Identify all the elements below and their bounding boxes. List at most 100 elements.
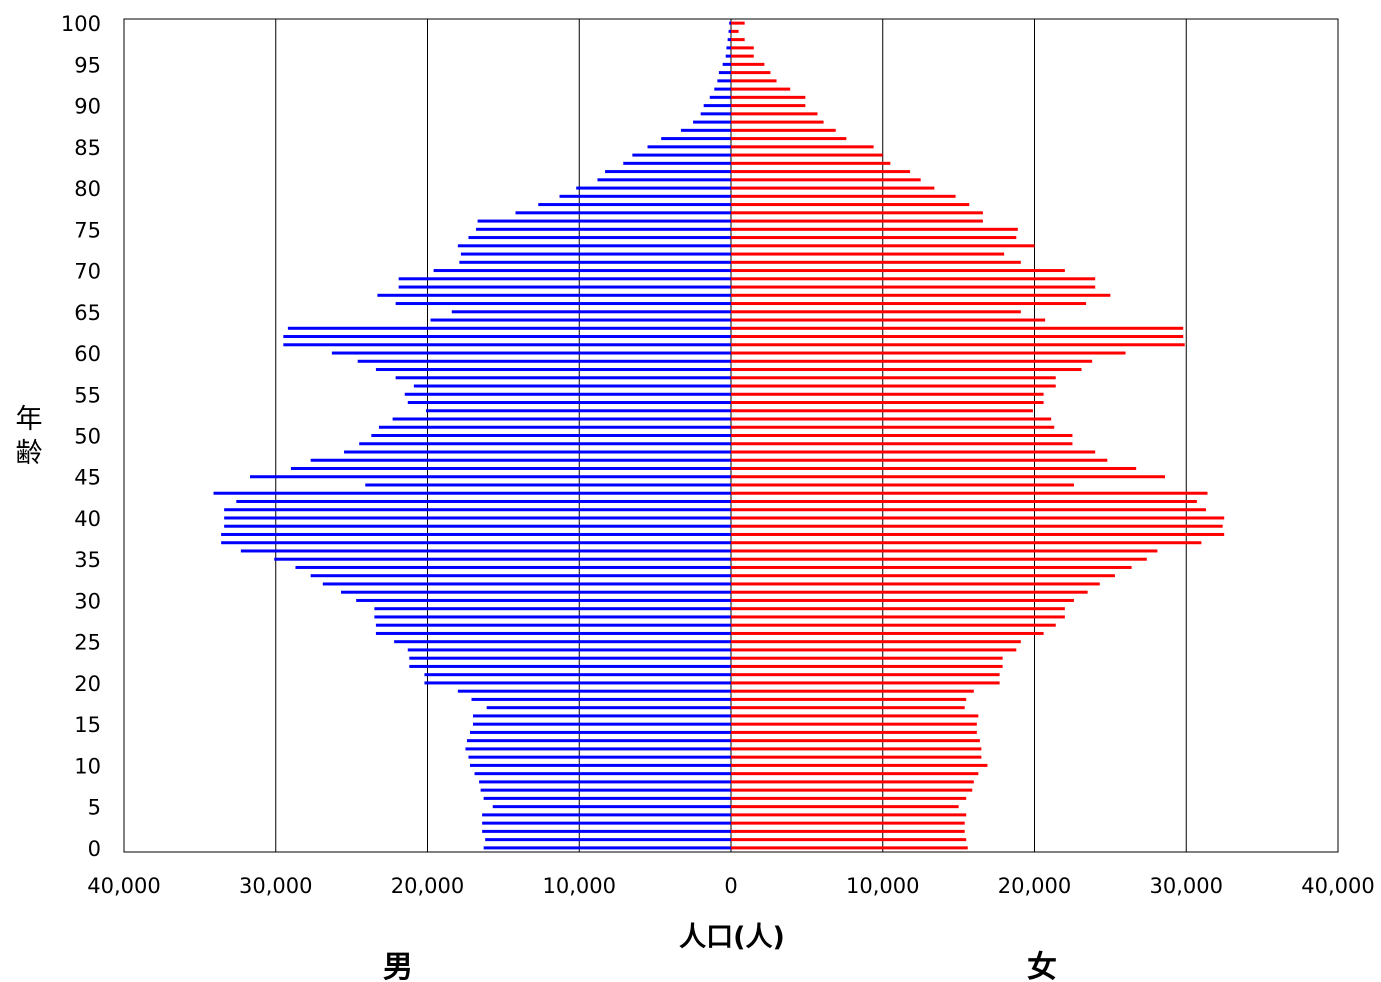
- female-bar-age-100: [731, 21, 745, 25]
- male-bar-age-34: [295, 565, 731, 569]
- y-tick-label: 85: [74, 136, 101, 160]
- male-bar-age-48: [344, 450, 731, 454]
- female-bar-age-49: [731, 442, 1073, 446]
- x-tick-label: 10,000: [543, 874, 616, 898]
- female-bar-age-32: [731, 582, 1100, 586]
- female-bar-age-23: [731, 656, 1003, 660]
- y-tick-label: 35: [74, 548, 101, 572]
- male-bar-age-85: [647, 145, 731, 149]
- x-tick-labels: 40,000 30,000 20,000 10,000 0 10,000 20,000 30,…: [87, 874, 1374, 898]
- female-bar-age-74: [731, 236, 1017, 240]
- male-bar-age-38: [221, 532, 731, 536]
- x-tick-label: 30,000: [1150, 874, 1223, 898]
- female-bar-age-48: [731, 450, 1096, 454]
- female-bar-age-86: [731, 137, 847, 141]
- y-axis-title-char: 年: [16, 404, 43, 435]
- female-bar-age-56: [731, 384, 1056, 388]
- x-tick-label: 30,000: [239, 874, 312, 898]
- male-bar-age-98: [727, 38, 731, 42]
- female-bar-age-33: [731, 574, 1115, 578]
- male-bar-age-94: [718, 71, 731, 75]
- male-bar-age-82: [605, 170, 731, 174]
- male-bar-age-17: [486, 706, 731, 710]
- female-bar-age-66: [731, 302, 1087, 306]
- female-bar-age-65: [731, 310, 1021, 314]
- male-bar-age-55: [404, 392, 731, 396]
- male-bar-age-5: [492, 805, 731, 809]
- y-tick-label: 65: [74, 301, 101, 325]
- y-tick-label: 55: [74, 383, 101, 407]
- male-label: 男: [383, 950, 413, 982]
- female-bar-age-54: [731, 401, 1044, 405]
- female-bar-age-90: [731, 104, 806, 108]
- male-bar-age-25: [394, 640, 731, 644]
- female-bar-age-19: [731, 689, 974, 693]
- female-bar-age-55: [731, 392, 1044, 396]
- male-bar-age-59: [357, 359, 731, 363]
- male-bar-age-60: [331, 351, 731, 355]
- female-bar-age-98: [731, 38, 745, 42]
- male-bar-age-89: [700, 112, 731, 116]
- y-tick-label: 95: [74, 53, 101, 77]
- female-label: 女: [1027, 950, 1057, 982]
- female-bar-age-52: [731, 417, 1052, 421]
- male-bar-age-75: [476, 227, 731, 231]
- female-bar-age-6: [731, 796, 967, 800]
- male-bar-age-97: [726, 46, 731, 50]
- male-bar-age-47: [310, 458, 731, 462]
- female-bar-age-1: [731, 838, 967, 842]
- male-bar-age-8: [479, 780, 731, 784]
- female-bar-age-53: [731, 409, 1033, 413]
- male-bar-age-63: [287, 326, 731, 330]
- y-tick-label: 25: [74, 631, 101, 655]
- male-bar-age-93: [717, 79, 731, 83]
- male-bar-age-16: [473, 714, 731, 718]
- male-bar-age-91: [709, 95, 731, 99]
- female-bar-age-71: [731, 260, 1021, 264]
- female-bar-age-70: [731, 269, 1065, 273]
- female-bar-age-45: [731, 475, 1166, 479]
- male-bar-age-95: [722, 62, 731, 66]
- male-bar-age-13: [466, 739, 731, 743]
- female-bar-age-83: [731, 161, 891, 165]
- female-bar-age-7: [731, 788, 973, 792]
- female-bar-age-38: [731, 532, 1225, 536]
- female-bar-age-94: [731, 71, 771, 75]
- x-tick-label: 20,000: [998, 874, 1071, 898]
- female-bar-age-88: [731, 120, 824, 124]
- female-bar-age-3: [731, 821, 965, 825]
- female-bar-age-26: [731, 631, 1044, 635]
- male-bar-age-41: [224, 508, 731, 512]
- male-bar-age-0: [483, 846, 731, 850]
- y-tick-label: 30: [74, 589, 101, 613]
- male-bar-age-21: [424, 673, 731, 677]
- y-tick-label: 10: [74, 754, 101, 778]
- female-bar-age-72: [731, 252, 1005, 256]
- male-bar-age-30: [356, 598, 731, 602]
- male-bar-age-73: [457, 244, 731, 248]
- y-tick-labels: 0 5 10 15 20 25 30 35 40 45 50 55 60 65 70 75 80 85 90 95 10…: [61, 12, 101, 861]
- male-bar-age-10: [469, 763, 731, 767]
- female-bar-age-42: [731, 499, 1197, 503]
- male-bar-age-58: [375, 368, 731, 372]
- y-tick-label: 90: [74, 95, 101, 119]
- male-bar-age-54: [407, 401, 731, 405]
- female-bar-age-59: [731, 359, 1093, 363]
- female-bar-age-97: [731, 46, 754, 50]
- female-bar-age-60: [731, 351, 1126, 355]
- male-bar-age-56: [413, 384, 731, 388]
- female-bar-age-9: [731, 772, 979, 776]
- male-bar-age-15: [473, 722, 731, 726]
- male-bar-age-27: [375, 623, 731, 627]
- female-bar-age-82: [731, 170, 911, 174]
- female-bar-age-17: [731, 706, 965, 710]
- male-bar-age-71: [459, 260, 731, 264]
- x-tick-label: 10,000: [846, 874, 919, 898]
- y-tick-label: 50: [74, 425, 101, 449]
- male-bar-age-100: [729, 21, 731, 25]
- y-axis-title-char: 齢: [16, 438, 43, 469]
- female-bar-age-30: [731, 598, 1074, 602]
- male-bar-age-35: [274, 557, 731, 561]
- female-bar-age-16: [731, 714, 979, 718]
- male-bar-age-37: [221, 541, 731, 545]
